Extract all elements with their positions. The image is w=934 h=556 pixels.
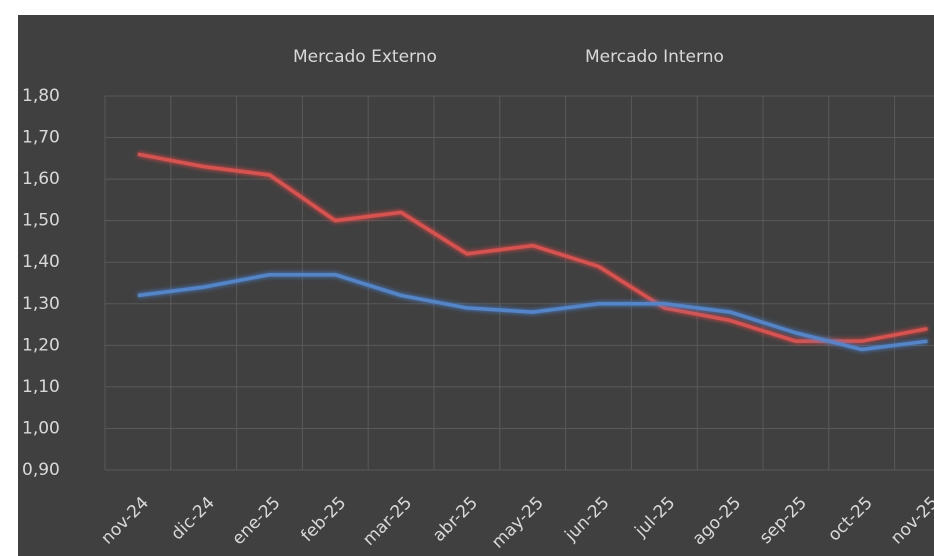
series-line (137, 152, 928, 343)
legend-label: Mercado Interno (585, 47, 724, 67)
y-tick-label: 1,60 (22, 169, 60, 189)
y-tick-label: 0,90 (22, 460, 60, 480)
y-tick-label: 1,20 (22, 335, 60, 355)
y-tick-label: 1,50 (22, 211, 60, 231)
y-tick-label: 1,30 (22, 294, 60, 314)
y-tick-label: 1,40 (22, 252, 60, 272)
y-tick-label: 1,00 (22, 418, 60, 438)
y-tick-label: 1,10 (22, 377, 60, 397)
legend-label: Mercado Externo (293, 47, 437, 67)
series-line (137, 272, 928, 352)
y-tick-label: 1,70 (22, 128, 60, 148)
y-tick-label: 1,80 (22, 86, 60, 106)
